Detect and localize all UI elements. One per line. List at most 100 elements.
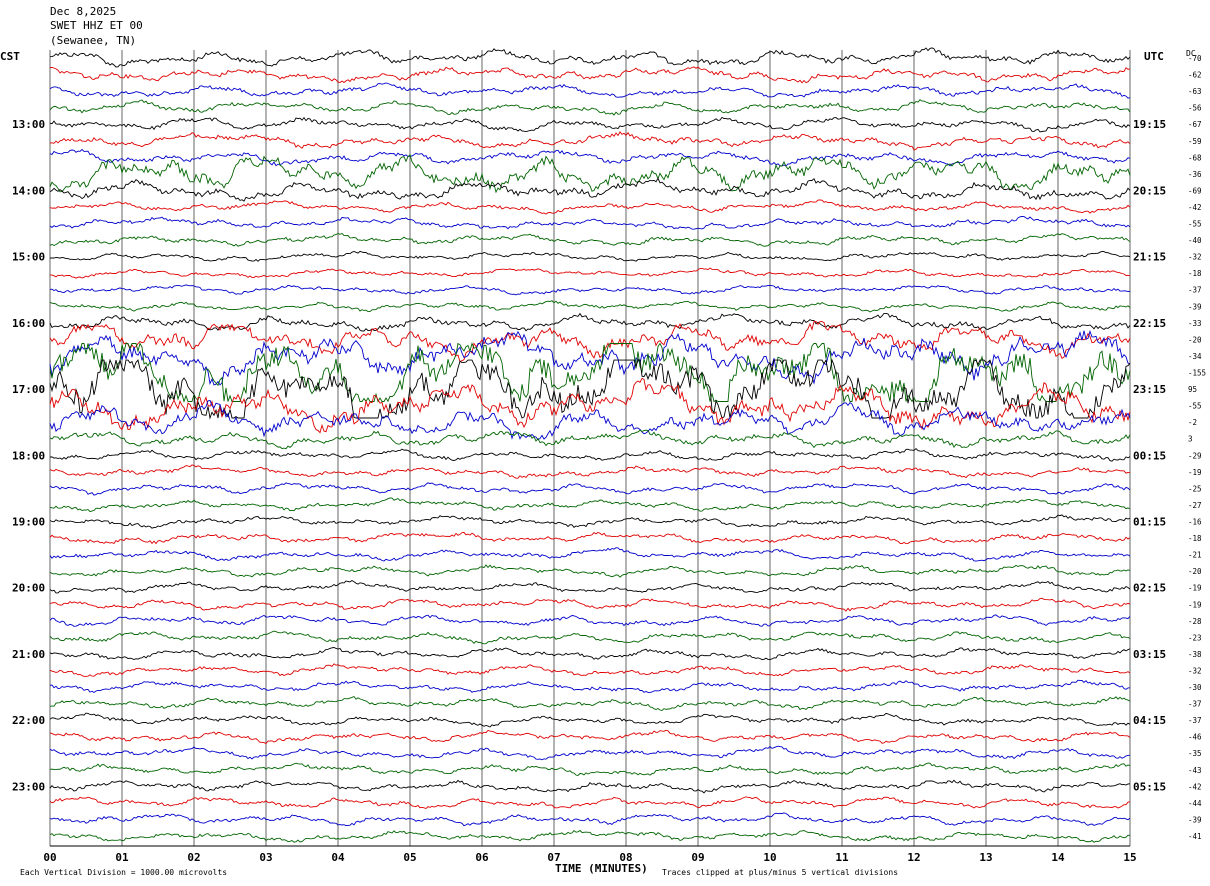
x-tick-label: 08	[619, 851, 632, 864]
dc-offset-label: -43	[1188, 766, 1202, 775]
x-tick-label: 13	[979, 851, 992, 864]
dc-offset-label: -55	[1188, 402, 1202, 411]
trace-row	[49, 614, 1131, 627]
trace-row	[49, 399, 1131, 441]
dc-offset-label: -2	[1188, 418, 1197, 427]
trace-row	[49, 199, 1131, 215]
dc-offset-label: -27	[1188, 501, 1202, 510]
left-hour-label: 17:00	[12, 383, 45, 396]
dc-offset-label: -38	[1188, 650, 1202, 659]
dc-offset-label: -34	[1188, 352, 1202, 361]
dc-offset-label: -33	[1188, 319, 1202, 328]
dc-offset-label: -21	[1188, 551, 1202, 560]
trace-row	[49, 321, 1131, 363]
x-tick-label: 04	[331, 851, 345, 864]
trace-row	[49, 116, 1131, 133]
dc-offset-label: -19	[1188, 600, 1202, 609]
trace-row	[49, 329, 1131, 386]
dc-offset-label: -39	[1188, 815, 1202, 824]
dc-offset-label: -19	[1188, 584, 1202, 593]
scale-note: Each Vertical Division = 1000.00 microvo…	[20, 868, 228, 877]
x-axis-title: TIME (MINUTES)	[555, 862, 648, 875]
trace-row	[49, 216, 1131, 230]
trace-row	[49, 729, 1131, 745]
trace-row	[49, 300, 1131, 313]
x-tick-label: 07	[547, 851, 560, 864]
trace-row	[49, 482, 1131, 496]
right-hour-label: 19:15	[1133, 118, 1166, 131]
dc-offset-label: -32	[1188, 253, 1202, 262]
trace-row	[49, 630, 1131, 645]
trace-row	[49, 647, 1131, 661]
x-tick-label: 05	[403, 851, 416, 864]
x-tick-label: 11	[835, 851, 849, 864]
trace-row	[49, 148, 1131, 167]
dc-offset-label: -29	[1188, 451, 1202, 460]
right-hour-label: 02:15	[1133, 582, 1166, 595]
dc-offset-label: -30	[1188, 683, 1202, 692]
left-hour-label: 14:00	[12, 184, 45, 197]
trace-row	[49, 762, 1131, 776]
dc-offset-label: -20	[1188, 335, 1202, 344]
dc-offset-label: -62	[1188, 71, 1202, 80]
trace-row	[49, 47, 1131, 68]
dc-offset-label: -20	[1188, 567, 1202, 576]
right-hour-label: 22:15	[1133, 317, 1166, 330]
left-hour-label: 13:00	[12, 118, 45, 131]
trace-row	[49, 429, 1131, 450]
trace-row	[49, 745, 1131, 761]
right-hour-label: 23:15	[1133, 383, 1166, 396]
dc-offset-label: -32	[1188, 666, 1202, 675]
left-hour-label: 19:00	[12, 515, 45, 528]
trace-row	[49, 695, 1131, 711]
x-tick-label: 06	[475, 851, 489, 864]
trace-row	[49, 579, 1131, 594]
dc-offset-label: -68	[1188, 153, 1202, 162]
trace-row	[49, 464, 1131, 479]
dc-offset-label: -37	[1188, 286, 1202, 295]
dc-offset-label: 3	[1188, 435, 1193, 444]
dc-offset-label: -18	[1188, 534, 1202, 543]
trace-row	[49, 812, 1131, 827]
trace-row	[49, 312, 1131, 332]
trace-row	[49, 514, 1131, 529]
trace-row	[49, 779, 1131, 794]
trace-row	[49, 131, 1131, 151]
date-label: Dec 8,2025	[50, 5, 117, 18]
dc-offset-label: -16	[1188, 517, 1202, 526]
trace-row	[49, 829, 1131, 843]
trace-row	[49, 712, 1131, 728]
trace-row	[49, 66, 1131, 84]
dc-offset-label: -41	[1188, 832, 1202, 841]
right-hour-label: 03:15	[1133, 648, 1166, 661]
trace-row	[49, 663, 1131, 677]
trace-row	[49, 342, 1131, 404]
left-hour-label: 18:00	[12, 449, 45, 462]
dc-offset-label: -59	[1188, 137, 1202, 146]
dc-offset-label: -18	[1188, 269, 1202, 278]
dc-offset-label: -46	[1188, 733, 1202, 742]
trace-row	[49, 267, 1131, 279]
trace-row	[49, 82, 1131, 99]
dc-offset-label: -37	[1188, 716, 1202, 725]
x-tick-label: 10	[763, 851, 776, 864]
dc-offset-label: -40	[1188, 236, 1202, 245]
trace-row	[49, 796, 1131, 810]
left-hour-label: 20:00	[12, 582, 45, 595]
x-tick-label: 12	[907, 851, 920, 864]
trace-row	[49, 232, 1131, 247]
dc-offset-label: -63	[1188, 87, 1202, 96]
trace-row	[49, 547, 1131, 562]
x-tick-label: 01	[115, 851, 129, 864]
right-timezone-label: UTC	[1144, 50, 1164, 63]
dc-offset-label: -37	[1188, 700, 1202, 709]
left-hour-label: 15:00	[12, 251, 45, 264]
trace-row	[49, 284, 1131, 296]
trace-row	[49, 177, 1131, 202]
clip-note: Traces clipped at plus/minus 5 vertical …	[662, 868, 899, 877]
right-hour-label: 04:15	[1133, 714, 1166, 727]
x-tick-label: 09	[691, 851, 704, 864]
left-hour-label: 16:00	[12, 317, 45, 330]
right-hour-label: 00:15	[1133, 449, 1166, 462]
